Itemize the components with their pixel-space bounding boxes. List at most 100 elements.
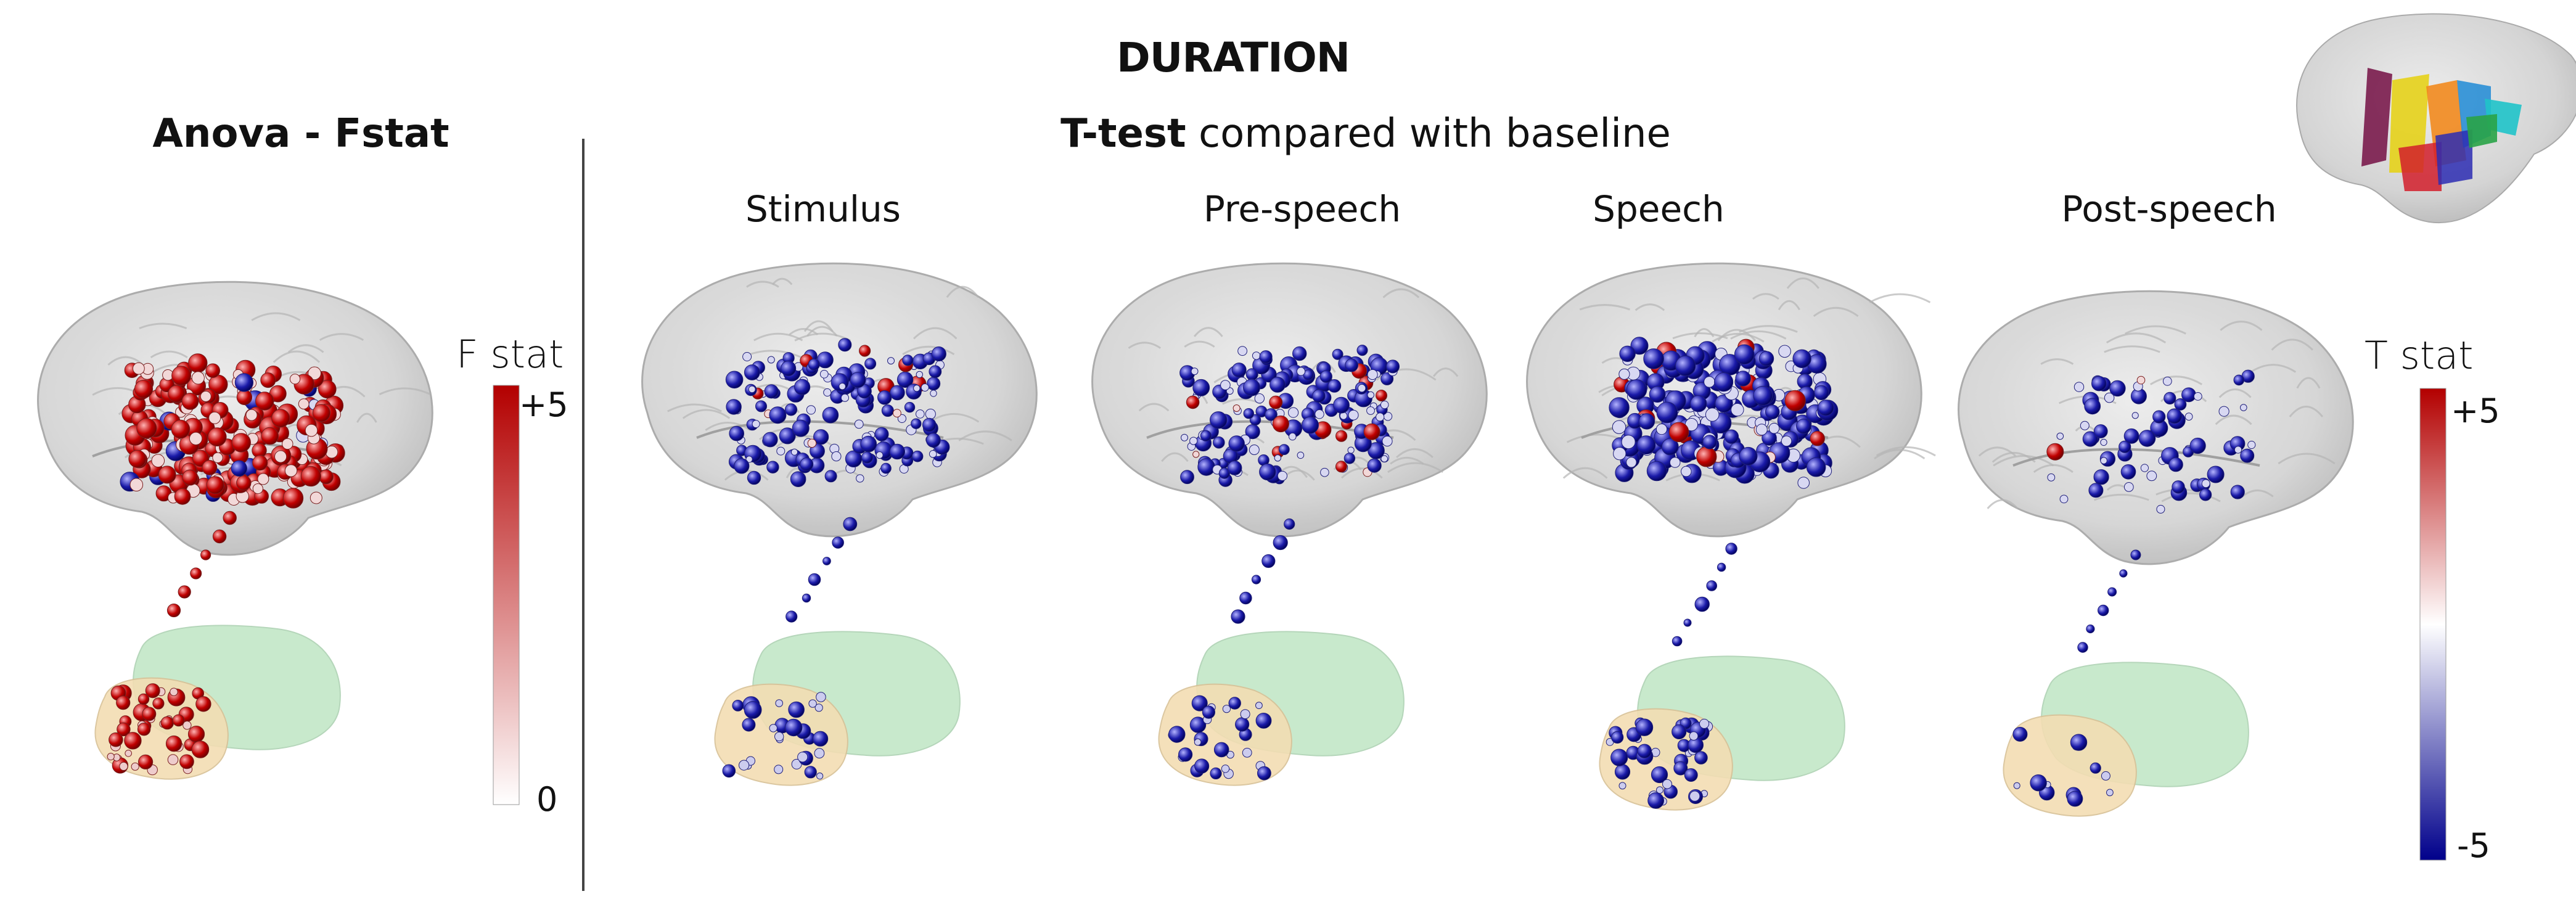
electrode xyxy=(2234,446,2242,454)
electrode xyxy=(1705,408,1720,422)
electrode xyxy=(181,393,199,410)
electrode xyxy=(128,449,147,468)
electrode xyxy=(775,699,783,707)
electrode xyxy=(831,451,842,462)
electrode xyxy=(790,471,806,488)
fstat-colorbar-max: +5 xyxy=(519,385,568,424)
electrodes-post-speech xyxy=(2012,369,2256,807)
electrode xyxy=(814,748,825,759)
electrode xyxy=(137,693,150,705)
electrode xyxy=(1192,379,1210,396)
electrode xyxy=(1320,467,1329,477)
electrode xyxy=(739,760,750,771)
electrode xyxy=(2172,480,2185,494)
electrode xyxy=(2123,482,2134,492)
electrode xyxy=(911,418,922,429)
electrode xyxy=(1180,470,1194,485)
electrode xyxy=(129,478,144,492)
electrode xyxy=(2152,410,2166,424)
electrode xyxy=(1735,371,1751,387)
electrode xyxy=(850,372,866,388)
electrode xyxy=(202,460,218,475)
electrode xyxy=(1235,717,1250,732)
electrode xyxy=(1257,766,1271,781)
electrode xyxy=(823,388,832,397)
electrode xyxy=(282,438,293,450)
electrode xyxy=(1221,765,1230,773)
electrodes-speech xyxy=(1606,337,1839,809)
electrode xyxy=(1210,767,1222,780)
electrode xyxy=(1367,391,1374,399)
electrode xyxy=(2174,398,2187,411)
electrode xyxy=(1296,367,1306,376)
electrode xyxy=(1358,384,1366,393)
electrode xyxy=(2130,549,2141,560)
electrode xyxy=(1796,418,1811,434)
electrode xyxy=(109,732,123,747)
electrode xyxy=(2218,406,2229,417)
electrode xyxy=(1222,705,1231,713)
electrode xyxy=(2074,382,2085,392)
electrode xyxy=(1636,435,1656,454)
ttest-title-bold: T-test xyxy=(1060,111,1186,157)
electrode xyxy=(1332,348,1343,360)
electrode xyxy=(747,470,761,485)
electrode xyxy=(183,721,192,730)
electrode xyxy=(2184,412,2193,421)
electrode xyxy=(808,699,817,708)
electrode xyxy=(1380,400,1389,409)
electrode xyxy=(784,403,798,416)
electrode xyxy=(1758,351,1774,366)
electrode xyxy=(2106,789,2114,797)
electrode xyxy=(206,476,224,494)
electrode xyxy=(2146,470,2157,482)
fstat-colorbar-min: 0 xyxy=(536,780,558,819)
electrode xyxy=(816,692,826,702)
electrode xyxy=(922,417,937,432)
tstat-colorbar-max: +5 xyxy=(2451,392,2500,430)
electrode xyxy=(205,363,221,379)
electrode xyxy=(252,455,268,471)
electrode xyxy=(231,460,247,477)
electrode xyxy=(1734,344,1755,365)
electrode xyxy=(2091,375,2107,392)
electrode xyxy=(1249,445,1260,455)
electrode xyxy=(1335,461,1347,473)
electrode xyxy=(856,474,864,483)
electrode xyxy=(1278,444,1290,455)
electrode xyxy=(284,464,298,477)
electrode xyxy=(774,731,784,742)
electrode xyxy=(1228,435,1245,452)
electrode xyxy=(1210,411,1228,429)
electrode xyxy=(732,700,744,712)
electrode xyxy=(145,683,160,699)
electrode xyxy=(1675,355,1696,376)
electrode xyxy=(1610,749,1628,766)
electrode xyxy=(2240,448,2255,463)
electrode xyxy=(1696,446,1717,467)
electrode xyxy=(1347,446,1355,454)
electrode xyxy=(1614,764,1631,780)
electrode xyxy=(911,450,924,462)
electrode xyxy=(902,355,914,366)
electrode xyxy=(2131,412,2139,419)
electrode xyxy=(171,366,192,386)
electrode xyxy=(1231,363,1247,378)
electrode xyxy=(1386,359,1400,374)
electrode xyxy=(1683,618,1692,627)
electrode xyxy=(131,762,139,771)
electrode xyxy=(2084,398,2101,415)
anova-panel-title: Anova - Fstat xyxy=(152,111,449,157)
electrode xyxy=(1255,702,1263,709)
ttest-title-rest: compared with baseline xyxy=(1186,111,1671,157)
electrode xyxy=(1669,457,1681,468)
electrode xyxy=(200,549,211,560)
electrode xyxy=(1612,420,1626,434)
electrode xyxy=(897,414,907,424)
electrode xyxy=(2193,392,2202,401)
electrode xyxy=(2247,440,2256,449)
electrode xyxy=(1662,779,1672,789)
electrode xyxy=(236,475,252,491)
electrode xyxy=(2013,782,2020,789)
electrode xyxy=(2136,375,2146,385)
